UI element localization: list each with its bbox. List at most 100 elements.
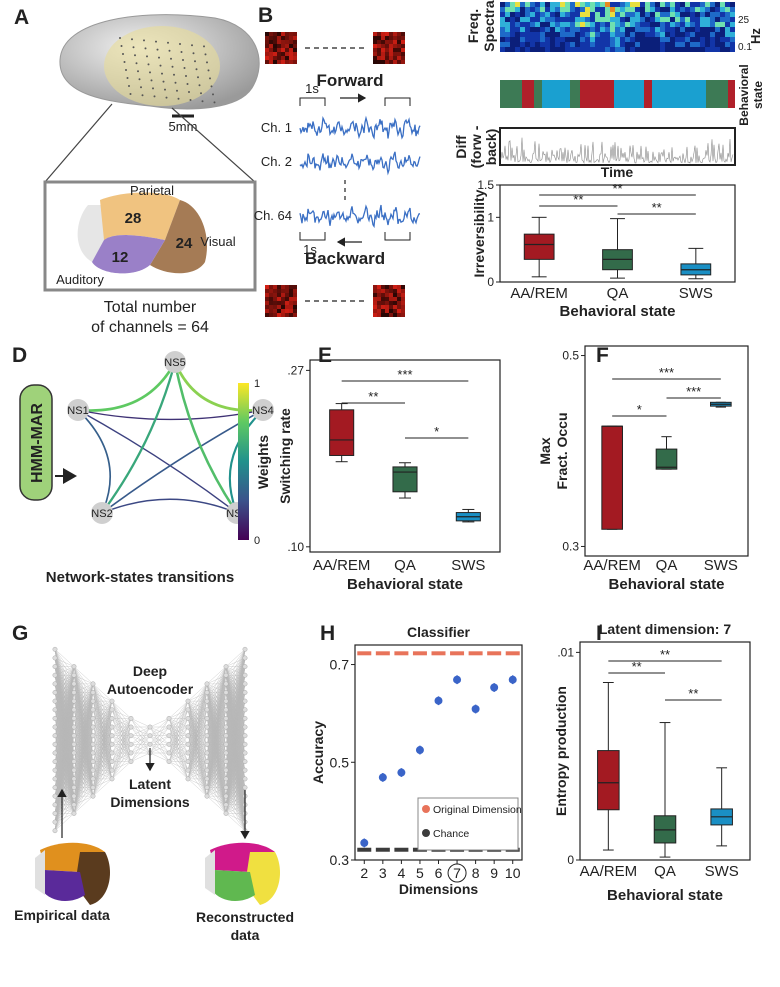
spectra-cell <box>595 32 600 37</box>
spectra-cell <box>580 32 585 37</box>
spectra-cell <box>575 2 580 7</box>
spectra-cell <box>640 17 645 22</box>
network-node <box>90 681 96 687</box>
label: Diff <box>453 135 469 159</box>
matrix-cell <box>389 313 393 317</box>
significance-label: *** <box>397 367 412 382</box>
spectra-cell <box>610 37 615 42</box>
caption: Total number <box>104 299 197 316</box>
spectra-cell <box>585 2 590 7</box>
electrode <box>122 53 124 55</box>
spectra-cell <box>545 22 550 27</box>
spectra-cell <box>585 47 590 52</box>
spectra-cell <box>725 42 730 47</box>
matrix-cell <box>385 293 389 297</box>
spectra-cell <box>540 27 545 32</box>
spectra-cell <box>655 2 660 7</box>
spectra-cell <box>630 12 635 17</box>
spectra-cell <box>675 32 680 37</box>
spectra-cell <box>595 7 600 12</box>
spectra-cell <box>540 47 545 52</box>
network-node <box>52 715 58 721</box>
matrix-cell <box>389 309 393 313</box>
spectra-cell <box>595 2 600 7</box>
matrix-cell <box>289 52 293 56</box>
y-tick-label: 0 <box>487 275 494 289</box>
spectra-cell <box>500 42 505 47</box>
network-node <box>71 707 77 713</box>
panel-label: D <box>12 344 27 367</box>
matrix-cell <box>293 56 297 60</box>
matrix-cell <box>273 48 277 52</box>
label: back) <box>483 129 499 166</box>
state-segment <box>652 80 706 108</box>
matrix-cell <box>385 301 389 305</box>
spectra-cell <box>685 7 690 12</box>
map-d <box>205 850 215 895</box>
spectra-cell <box>510 2 515 7</box>
matrix-cell <box>401 301 405 305</box>
spectra-cell <box>610 27 615 32</box>
network-node <box>128 759 134 765</box>
spectra-cell <box>550 47 555 52</box>
network-node <box>242 681 248 687</box>
spectra-cell <box>660 32 665 37</box>
spectra-cell <box>555 47 560 52</box>
network-node <box>71 724 77 730</box>
spectra-cell <box>515 32 520 37</box>
spectra-cell <box>675 42 680 47</box>
y-axis-label: Entropy production <box>553 686 569 816</box>
matrix-cell <box>277 305 281 309</box>
spectra-cell <box>705 47 710 52</box>
spectra-cell <box>715 27 720 32</box>
plot-frame <box>584 345 749 557</box>
spectra-cell <box>585 17 590 22</box>
spectra-cell <box>625 7 630 12</box>
matrix-cell <box>393 301 397 305</box>
matrix-cell <box>377 309 381 313</box>
spectra-cell <box>585 27 590 32</box>
network-links <box>168 700 189 780</box>
matrix-cell <box>397 36 401 40</box>
spectra-cell <box>530 2 535 7</box>
matrix-cell <box>401 56 405 60</box>
matrix-cell <box>389 52 393 56</box>
spectra-cell <box>685 32 690 37</box>
x-tick-label: 9 <box>490 865 498 881</box>
matrix-cell <box>397 56 401 60</box>
spectra-cell <box>705 32 710 37</box>
spectra-cell <box>555 22 560 27</box>
state-segment <box>580 80 614 108</box>
spectra-cell <box>565 27 570 32</box>
network-node <box>52 828 58 834</box>
spectra-cell <box>545 27 550 32</box>
spectra-cell <box>645 22 650 27</box>
spectra-cell <box>620 7 625 12</box>
network-node <box>223 776 229 782</box>
network-node <box>71 664 77 670</box>
electrode <box>182 59 184 61</box>
spectra-cell <box>675 37 680 42</box>
spectra-cell <box>665 47 670 52</box>
spectra-cell <box>700 32 705 37</box>
network-node <box>71 672 77 678</box>
spectra-cell <box>625 2 630 7</box>
network-node <box>185 698 191 704</box>
spectra-cell <box>610 12 615 17</box>
spectra-cell <box>550 27 555 32</box>
spectra-cell <box>690 32 695 37</box>
spectra-cell <box>525 37 530 42</box>
network-node <box>71 802 77 808</box>
state-segment <box>706 80 728 108</box>
network-node <box>52 698 58 704</box>
matrix-cell <box>285 52 289 56</box>
matrix-cell <box>293 301 297 305</box>
matrix-cell <box>281 44 285 48</box>
network-links <box>73 666 94 814</box>
spectra-cell <box>510 32 515 37</box>
matrix-cell <box>293 285 297 289</box>
spectra-cell <box>705 42 710 47</box>
network-links <box>130 718 151 762</box>
node-label: NS2 <box>91 508 112 520</box>
spectra-cell <box>515 37 520 42</box>
